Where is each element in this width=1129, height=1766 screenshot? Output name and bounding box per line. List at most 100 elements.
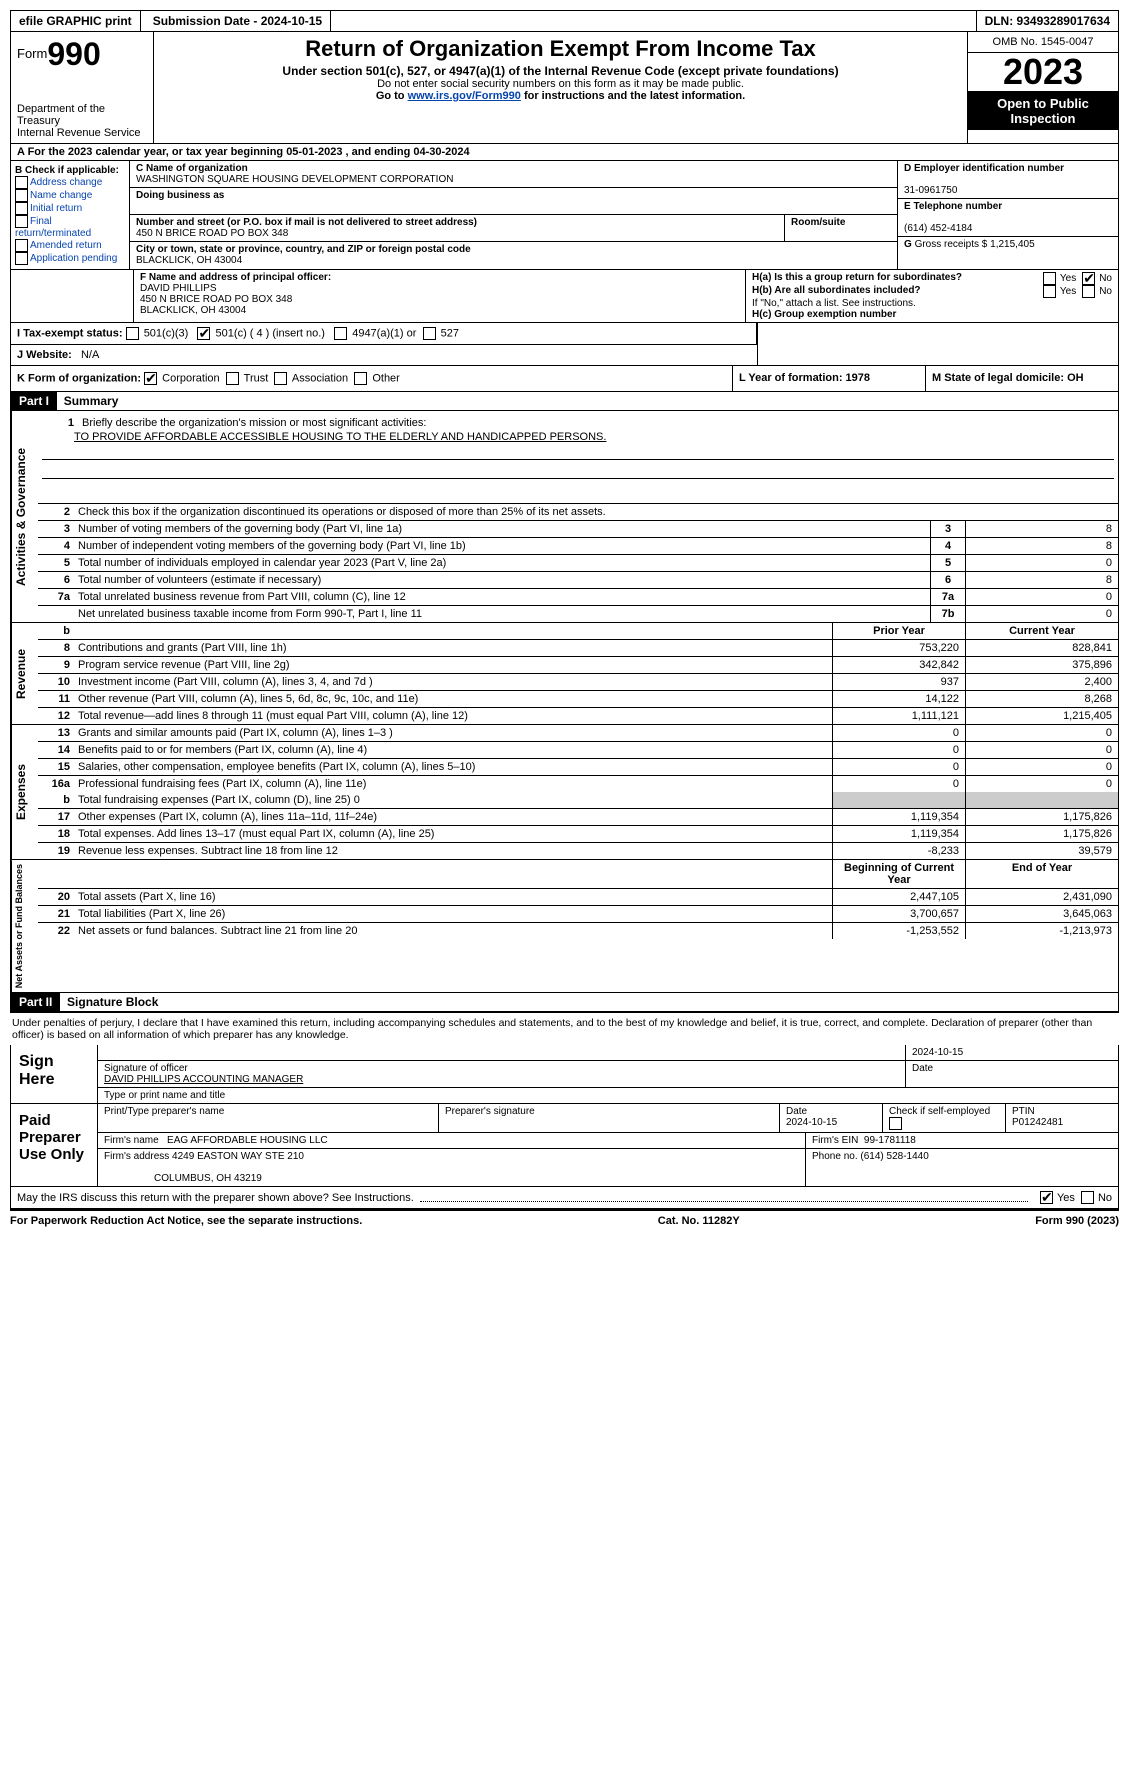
assoc-checkbox[interactable] [274,372,287,385]
part2-label: Part II [11,993,60,1011]
other-checkbox[interactable] [354,372,367,385]
table-row: 4Number of independent voting members of… [38,538,1118,555]
part1-title: Summary [64,394,119,408]
501c3-checkbox[interactable] [126,327,139,340]
sign-date: 2024-10-15 [912,1047,963,1058]
table-row: 22Net assets or fund balances. Subtract … [38,923,1118,939]
website: N/A [81,349,99,361]
submission-date: Submission Date - 2024-10-15 [145,11,331,31]
page-footer: For Paperwork Reduction Act Notice, see … [10,1211,1119,1231]
dept-label: Department of the Treasury [17,103,147,127]
527-checkbox[interactable] [423,327,436,340]
mission-text: TO PROVIDE AFFORDABLE ACCESSIBLE HOUSING… [74,431,606,443]
group-return-no[interactable] [1082,272,1095,285]
table-row: Net unrelated business taxable income fr… [38,606,1118,622]
officer-signature: DAVID PHILLIPS ACCOUNTING MANAGER [104,1074,303,1085]
app-pending-checkbox[interactable] [15,252,28,265]
table-row: 5Total number of individuals employed in… [38,555,1118,572]
table-row: 9Program service revenue (Part VIII, lin… [38,657,1118,674]
subs-no[interactable] [1082,285,1095,298]
table-row: 12Total revenue—add lines 8 through 11 (… [38,708,1118,724]
table-row: 14Benefits paid to or for members (Part … [38,742,1118,759]
amended-return-checkbox[interactable] [15,239,28,252]
telephone: (614) 452-4184 [904,223,972,234]
table-row: 18Total expenses. Add lines 13–17 (must … [38,826,1118,843]
top-bar: efile GRAPHIC print Submission Date - 20… [10,10,1119,32]
ptin: P01242481 [1012,1117,1063,1128]
open-inspection: Open to Public Inspection [968,92,1118,130]
table-row: 6Total number of volunteers (estimate if… [38,572,1118,589]
subs-yes[interactable] [1043,285,1056,298]
org-name: WASHINGTON SQUARE HOUSING DEVELOPMENT CO… [136,174,453,185]
table-row: 11Other revenue (Part VIII, column (A), … [38,691,1118,708]
dln: DLN: 93493289017634 [976,11,1118,31]
officer-name: DAVID PHILLIPS [140,283,217,294]
penalties-declaration: Under penalties of perjury, I declare th… [10,1012,1119,1045]
table-row: 13Grants and similar amounts paid (Part … [38,725,1118,742]
table-row: 7aTotal unrelated business revenue from … [38,589,1118,606]
table-row: 20Total assets (Part X, line 16)2,447,10… [38,889,1118,906]
revenue-section: Revenue bPrior YearCurrent Year 8Contrib… [10,623,1119,725]
governance-section: Activities & Governance 1Briefly describ… [10,411,1119,623]
firm-addr2: COLUMBUS, OH 43219 [154,1173,262,1184]
ssn-notice: Do not enter social security numbers on … [160,78,961,90]
city-state-zip: BLACKLICK, OH 43004 [136,255,242,266]
initial-return-checkbox[interactable] [15,202,28,215]
year-formation: L Year of formation: 1978 [739,372,870,384]
group-return-yes[interactable] [1043,272,1056,285]
part1-label: Part I [11,392,57,410]
firm-ein: 99-1781118 [864,1135,916,1146]
ein: 31-0961750 [904,185,957,196]
table-row: 16aProfessional fundraising fees (Part I… [38,776,1118,792]
trust-checkbox[interactable] [226,372,239,385]
table-row: 21Total liabilities (Part X, line 26)3,7… [38,906,1118,923]
expenses-label: Expenses [11,725,38,859]
efile-label: efile GRAPHIC print [11,11,141,31]
501c-checkbox[interactable] [197,327,210,340]
discuss-yes[interactable] [1040,1191,1053,1204]
final-return-checkbox[interactable] [15,215,28,228]
net-assets-section: Net Assets or Fund Balances Beginning of… [10,860,1119,993]
gross-receipts: Gross receipts $ 1,215,405 [915,239,1035,250]
form-title: Return of Organization Exempt From Incom… [160,36,961,62]
officer-block: F Name and address of principal officer:… [10,270,1119,323]
corp-checkbox[interactable] [144,372,157,385]
goto-line: Go to www.irs.gov/Form990 for instructio… [160,90,961,102]
firm-addr1: 4249 EASTON WAY STE 210 [172,1151,304,1162]
governance-label: Activities & Governance [11,411,38,622]
part2-title: Signature Block [67,995,158,1009]
identity-block: B Check if applicable: Address change Na… [10,161,1119,270]
discuss-row: May the IRS discuss this return with the… [10,1187,1119,1209]
paid-preparer-block: Paid Preparer Use Only Print/Type prepar… [10,1104,1119,1187]
4947-checkbox[interactable] [334,327,347,340]
form-header: Form990 Department of the Treasury Inter… [10,32,1119,144]
table-row: 19Revenue less expenses. Subtract line 1… [38,843,1118,859]
form-number: Form990 [17,36,147,73]
name-change-checkbox[interactable] [15,189,28,202]
table-row: 3Number of voting members of the governi… [38,521,1118,538]
form990-link[interactable]: www.irs.gov/Form990 [408,90,521,102]
sign-here-block: Sign Here 2024-10-15 Signature of office… [10,1045,1119,1104]
form-subtitle: Under section 501(c), 527, or 4947(a)(1)… [160,64,961,78]
irs-label: Internal Revenue Service [17,127,147,139]
form-ref: Form 990 (2023) [1035,1215,1119,1227]
tax-year: 2023 [968,53,1118,92]
net-assets-label: Net Assets or Fund Balances [11,860,38,992]
discuss-no[interactable] [1081,1191,1094,1204]
firm-name: EAG AFFORDABLE HOUSING LLC [167,1135,328,1146]
table-row: 17Other expenses (Part IX, column (A), l… [38,809,1118,826]
line-a: A For the 2023 calendar year, or tax yea… [10,144,1119,161]
table-row: 10Investment income (Part VIII, column (… [38,674,1118,691]
box-b: B Check if applicable: Address change Na… [11,161,130,269]
table-row: 8Contributions and grants (Part VIII, li… [38,640,1118,657]
revenue-label: Revenue [11,623,38,724]
expenses-section: Expenses 13Grants and similar amounts pa… [10,725,1119,860]
state-domicile: M State of legal domicile: OH [932,372,1084,384]
prep-date: 2024-10-15 [786,1117,837,1128]
table-row: 15Salaries, other compensation, employee… [38,759,1118,776]
firm-phone: (614) 528-1440 [860,1151,928,1162]
omb-number: OMB No. 1545-0047 [968,32,1118,53]
self-employed-checkbox[interactable] [889,1117,902,1130]
street-address: 450 N BRICE ROAD PO BOX 348 [136,228,288,239]
address-change-checkbox[interactable] [15,176,28,189]
